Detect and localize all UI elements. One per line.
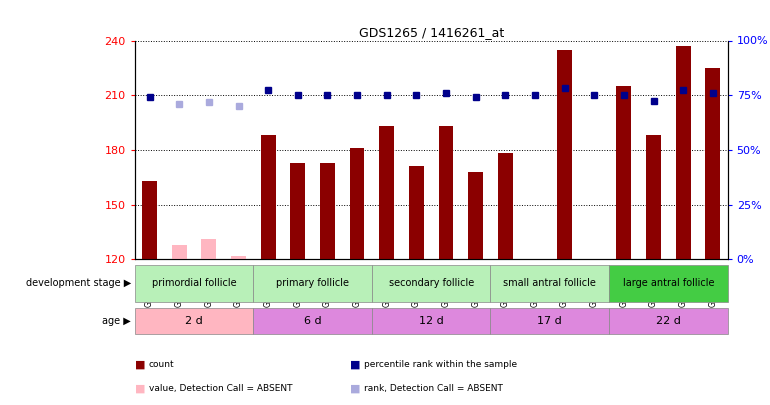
- Bar: [290, 163, 305, 259]
- Bar: [609, 265, 728, 302]
- Bar: [498, 153, 513, 259]
- Bar: [135, 265, 253, 302]
- Bar: [142, 181, 157, 259]
- Text: age ▶: age ▶: [102, 316, 131, 326]
- Text: 12 d: 12 d: [419, 316, 444, 326]
- Bar: [253, 308, 372, 334]
- Text: rank, Detection Call = ABSENT: rank, Detection Call = ABSENT: [364, 384, 503, 393]
- Title: GDS1265 / 1416261_at: GDS1265 / 1416261_at: [359, 26, 504, 39]
- Bar: [617, 86, 631, 259]
- Text: 22 d: 22 d: [656, 316, 681, 326]
- Text: primordial follicle: primordial follicle: [152, 279, 236, 288]
- Text: 6 d: 6 d: [304, 316, 321, 326]
- Bar: [253, 265, 372, 302]
- Text: percentile rank within the sample: percentile rank within the sample: [364, 360, 517, 369]
- Text: small antral follicle: small antral follicle: [504, 279, 596, 288]
- Bar: [609, 308, 728, 334]
- Text: development stage ▶: development stage ▶: [25, 279, 131, 288]
- Bar: [202, 239, 216, 259]
- Bar: [372, 265, 490, 302]
- Text: ■: ■: [350, 360, 361, 369]
- Text: 2 d: 2 d: [185, 316, 203, 326]
- Bar: [409, 166, 424, 259]
- Bar: [705, 68, 720, 259]
- Bar: [676, 46, 691, 259]
- Bar: [557, 50, 572, 259]
- Bar: [261, 135, 276, 259]
- Bar: [380, 126, 394, 259]
- Bar: [231, 256, 246, 259]
- Bar: [135, 308, 253, 334]
- Bar: [320, 163, 335, 259]
- Text: ■: ■: [350, 384, 361, 394]
- Text: 17 d: 17 d: [537, 316, 562, 326]
- Bar: [350, 148, 364, 259]
- Bar: [490, 308, 609, 334]
- Bar: [172, 245, 186, 259]
- Text: secondary follicle: secondary follicle: [389, 279, 474, 288]
- Text: large antral follicle: large antral follicle: [623, 279, 714, 288]
- Bar: [468, 172, 483, 259]
- Text: value, Detection Call = ABSENT: value, Detection Call = ABSENT: [149, 384, 292, 393]
- Text: ■: ■: [135, 384, 146, 394]
- Bar: [646, 135, 661, 259]
- Bar: [372, 308, 490, 334]
- Bar: [439, 126, 454, 259]
- Bar: [490, 265, 609, 302]
- Text: primary follicle: primary follicle: [276, 279, 349, 288]
- Text: ■: ■: [135, 360, 146, 369]
- Text: count: count: [149, 360, 174, 369]
